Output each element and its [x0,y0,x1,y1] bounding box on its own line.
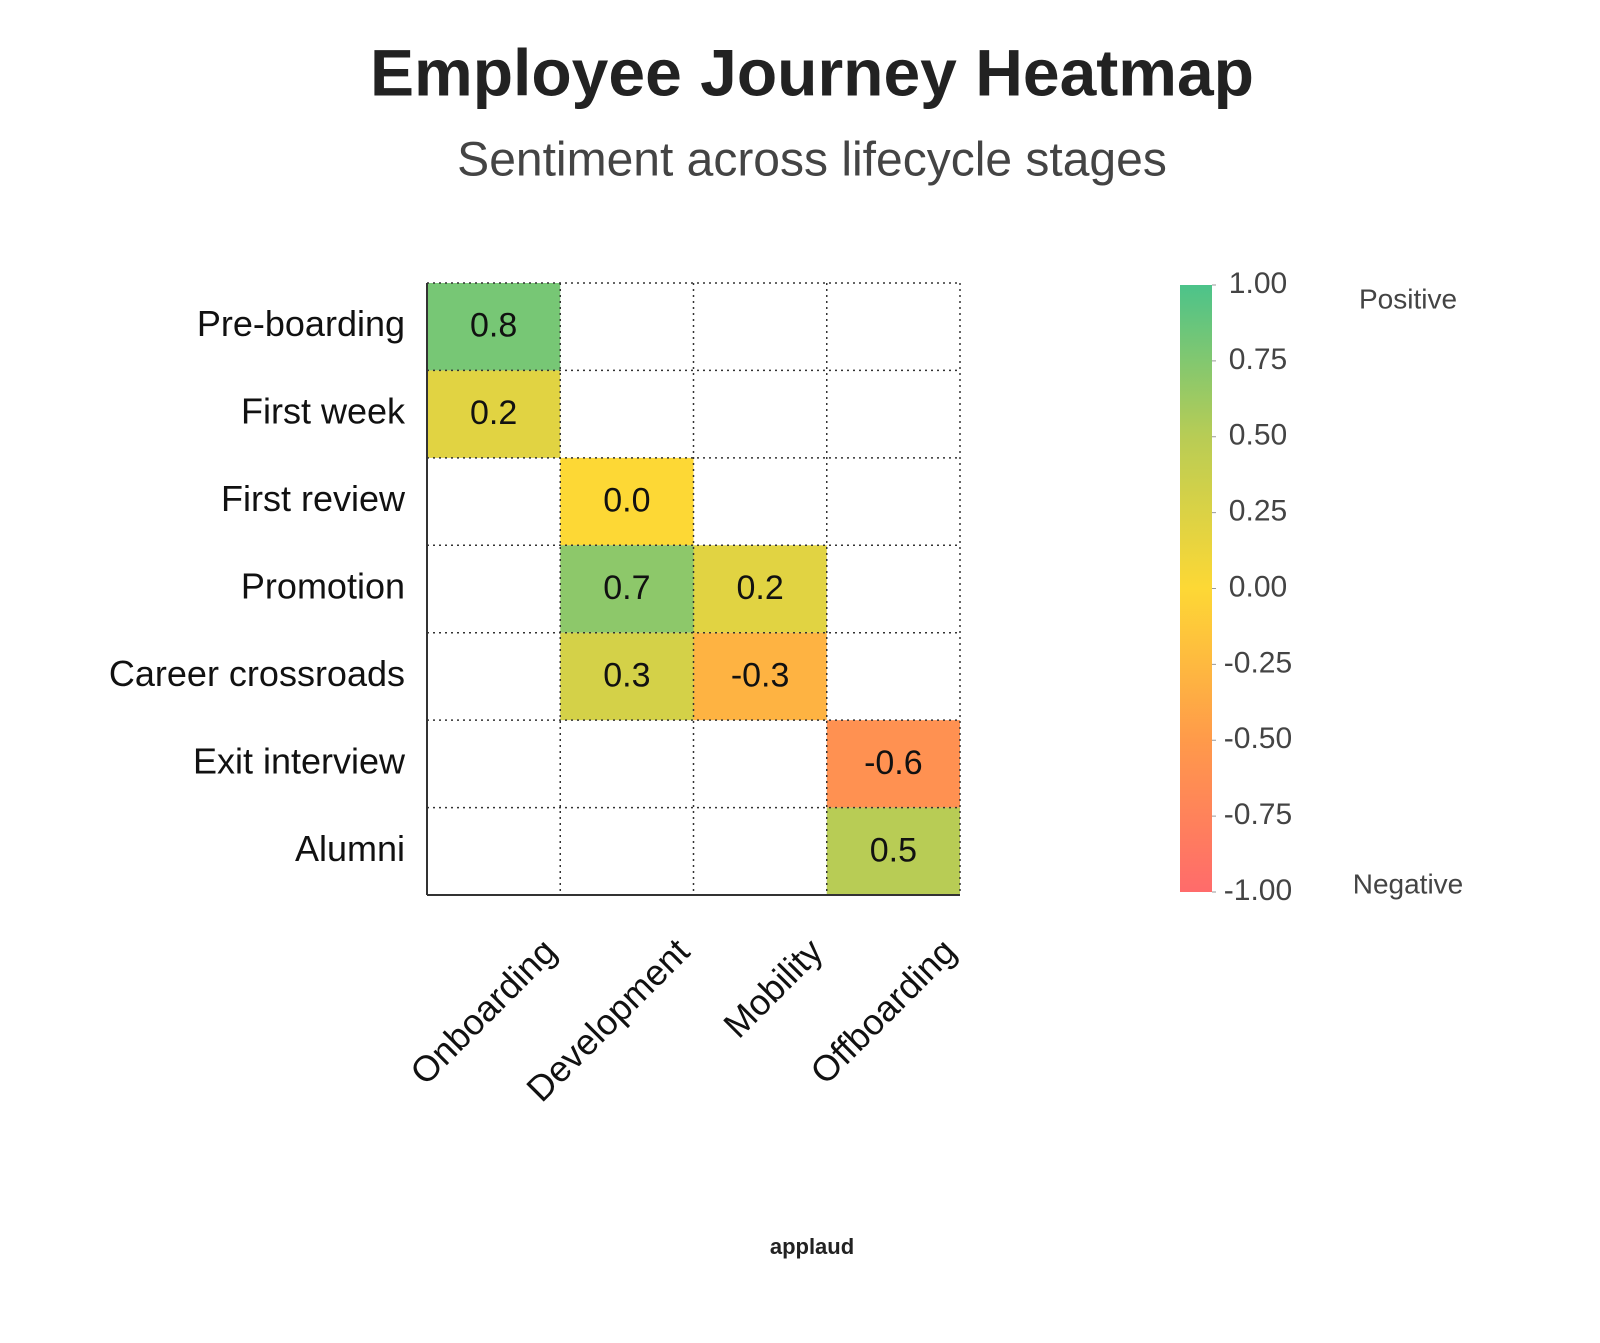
footer-logo: applaud [770,1234,854,1259]
heatmap-cell [427,283,561,371]
chart-subtitle: Sentiment across lifecycle stages [457,134,1167,187]
cell-label: 0.7 [603,569,650,607]
heatmap-cell [826,807,960,895]
colorbar-tick-label: 1.00 [1229,267,1287,300]
colorbar-high-label: Positive [1359,283,1457,314]
colorbar-tick-label: 0.25 [1229,495,1287,528]
cell-label: -0.3 [731,656,790,694]
x-tick-label: Mobility [715,930,830,1045]
heatmap-cell [693,632,827,721]
cell-label: 0.5 [870,831,917,869]
cell-label: 0.3 [603,656,650,694]
heatmap-cell [560,632,694,721]
y-tick-label: Promotion [241,566,405,607]
colorbar-tick-label: -0.25 [1224,646,1292,679]
cell-label: 0.2 [736,569,783,607]
cell-label: 0.2 [470,394,517,432]
y-tick-label: First review [221,478,406,519]
heatmap-cell [560,545,694,633]
cell-label: 0.0 [603,482,650,520]
y-tick-label: Alumni [295,828,405,869]
colorbar-tick-label: 0.50 [1229,419,1287,452]
y-tick-label: First week [241,391,406,432]
cell-label: 0.8 [470,307,517,345]
colorbar-tick-label: -0.75 [1224,798,1292,831]
colorbar-tick-label: 0.75 [1229,343,1287,376]
cell-label: -0.6 [864,744,923,782]
heatmap-cell [826,720,960,808]
colorbar [1180,285,1212,892]
y-tick-label: Career crossroads [109,653,405,694]
colorbar-tick-label: -1.00 [1224,874,1292,907]
colorbar-tick-label: -0.50 [1224,722,1292,755]
colorbar-tick-label: 0.00 [1229,570,1287,603]
y-tick-label: Pre-boarding [197,303,405,344]
y-tick-label: Exit interview [193,740,406,781]
heatmap-cell [693,545,827,633]
chart-title: Employee Journey Heatmap [370,35,1254,109]
heatmap-cell [427,370,561,458]
colorbar-low-label: Negative [1353,868,1464,899]
heatmap-cell [560,457,694,546]
x-tick-label: Offboarding [802,930,964,1092]
